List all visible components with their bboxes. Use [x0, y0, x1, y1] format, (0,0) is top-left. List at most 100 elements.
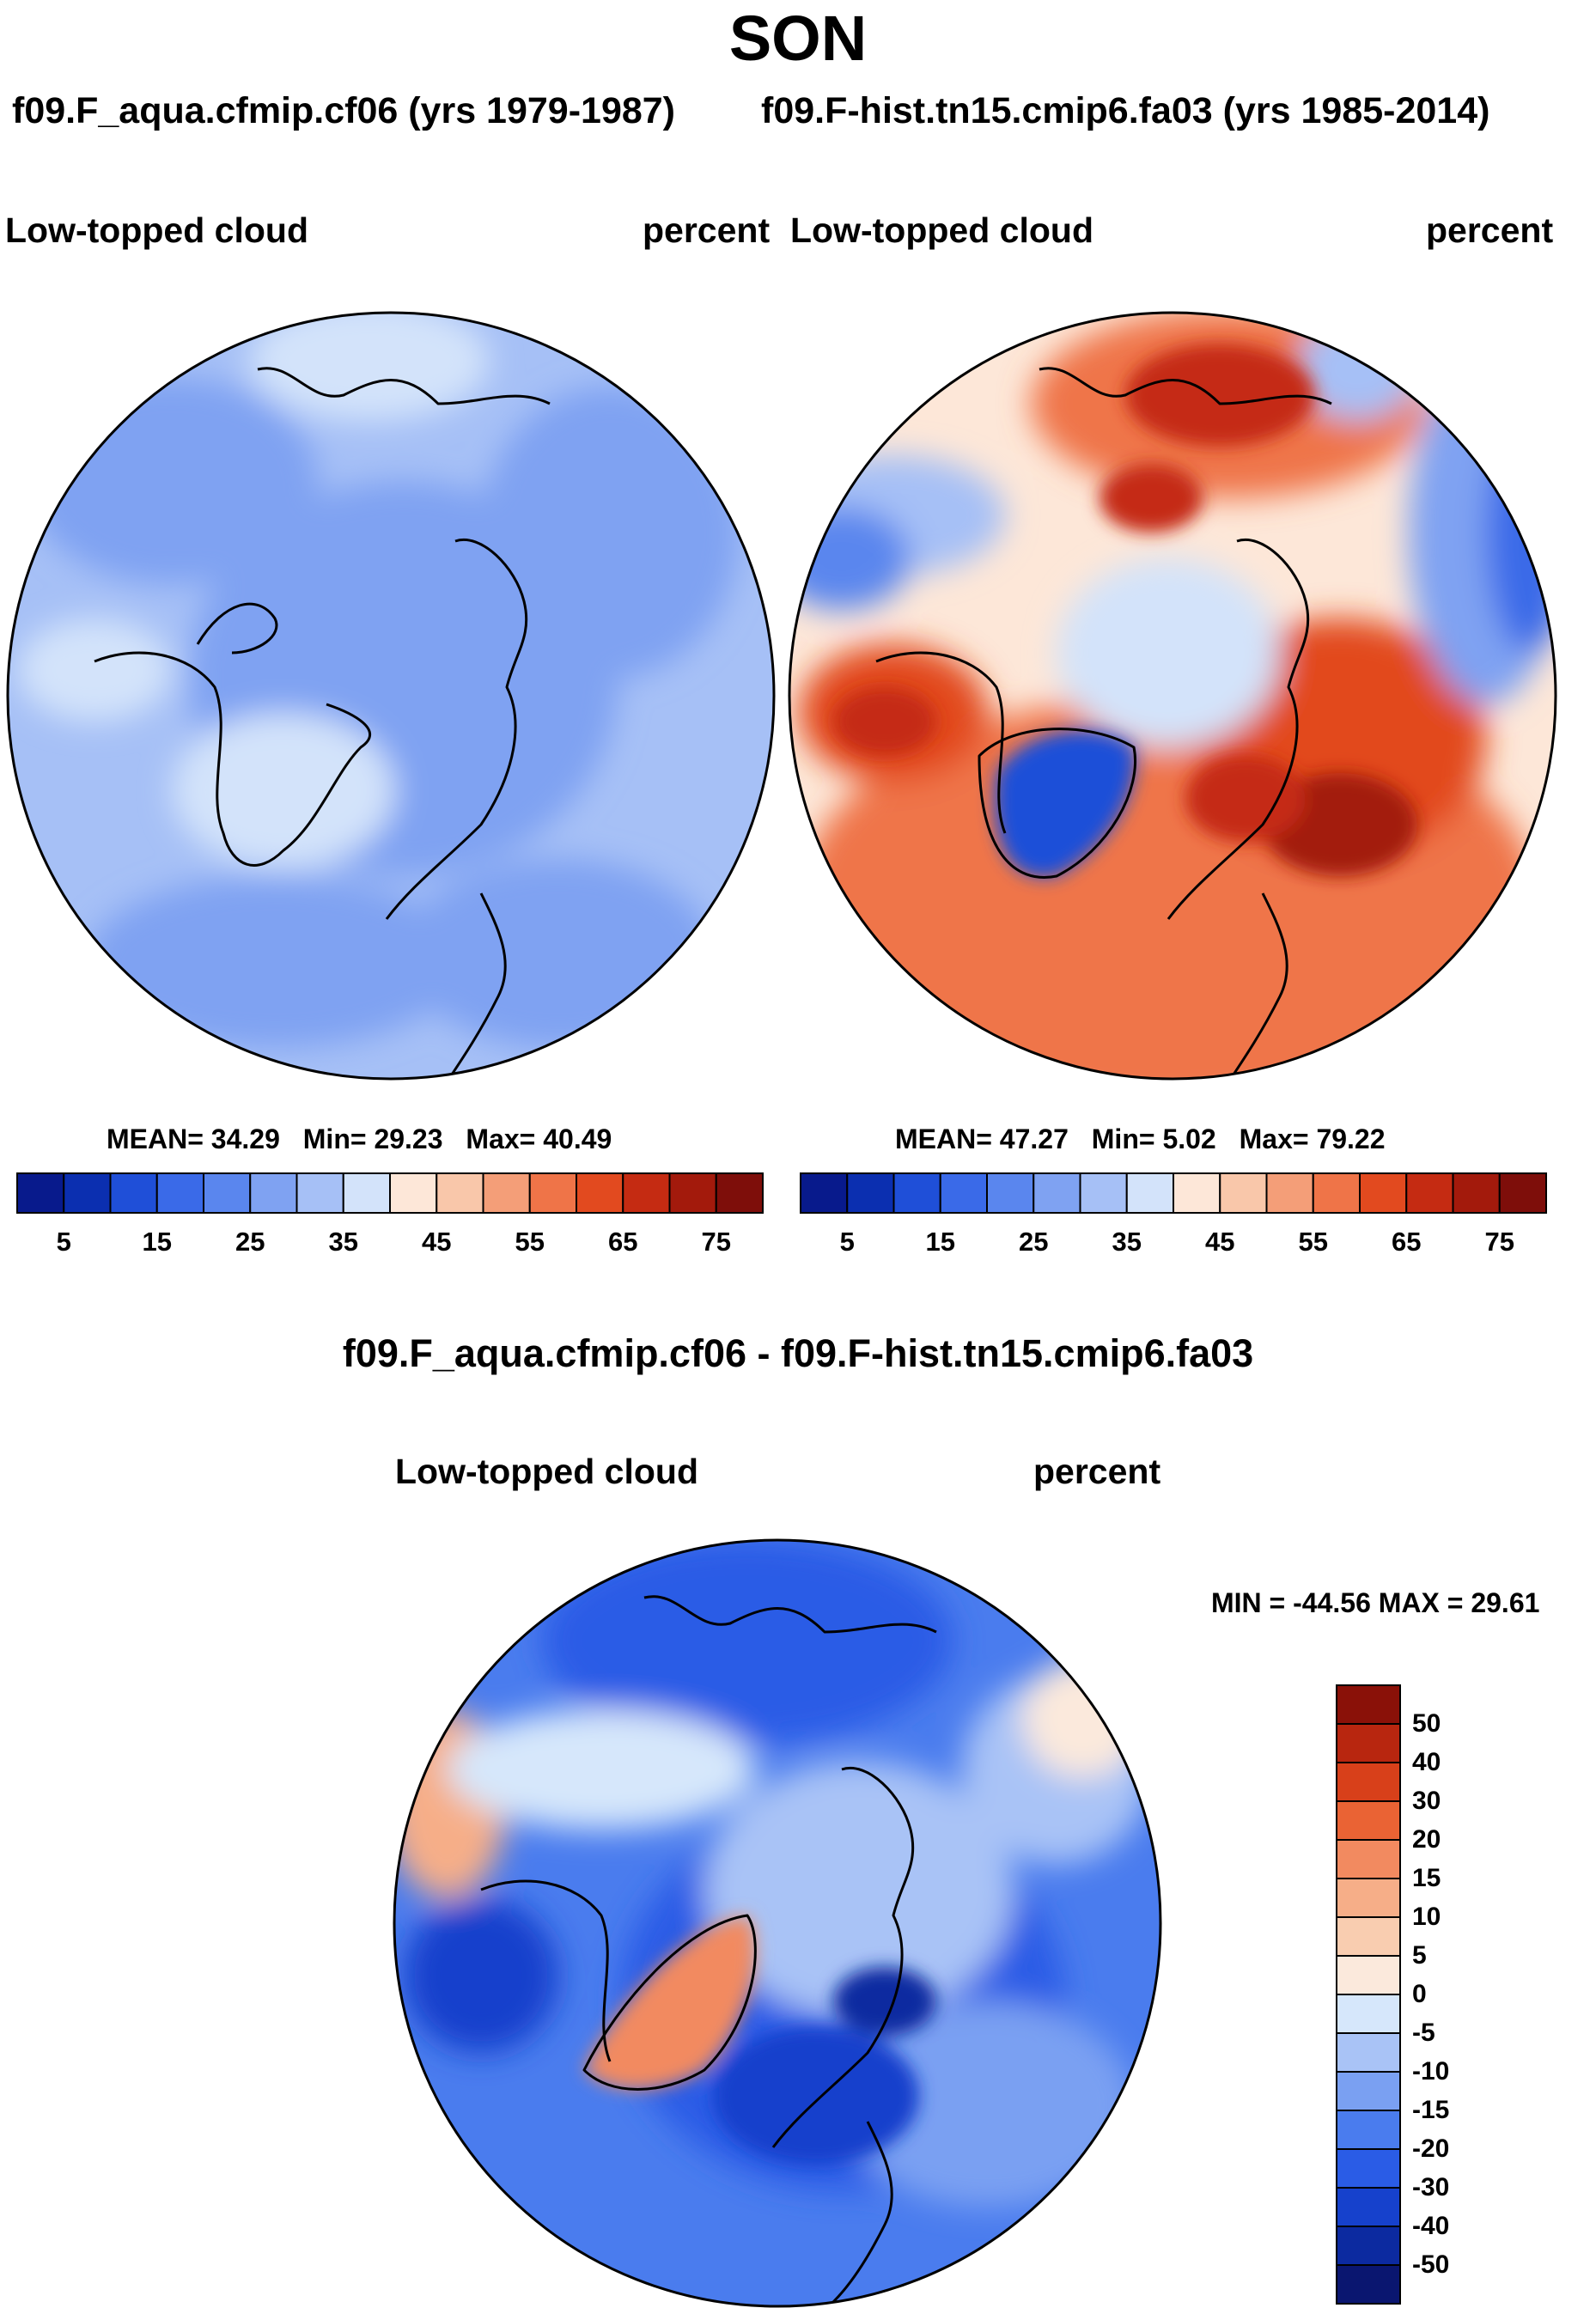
diff-colorbar-swatch	[1336, 2226, 1401, 2266]
diff-colorbar-swatch	[1336, 1916, 1401, 1957]
diff-colorbar-swatch	[1336, 1723, 1401, 1763]
diff-colorbar-swatch	[1336, 2071, 1401, 2111]
left-colorbar-swatch	[715, 1172, 764, 1214]
right-variable-label: Low-topped cloud	[790, 210, 1093, 250]
right-colorbar	[800, 1172, 1547, 1214]
right-colorbar-tick-label: 55	[1298, 1227, 1328, 1257]
left-mean-label: MEAN=	[107, 1124, 204, 1154]
left-min-label: Min=	[302, 1124, 367, 1154]
left-colorbar-tick-label: 75	[701, 1227, 731, 1257]
left-colorbar-swatch	[622, 1172, 671, 1214]
diff-colorbar-tick-label: -5	[1412, 2019, 1435, 2047]
left-colorbar-swatch	[482, 1172, 531, 1214]
right-map	[789, 313, 1556, 1079]
left-colorbar-swatch	[16, 1172, 65, 1214]
diff-colorbar-tick-label: 15	[1412, 1864, 1441, 1892]
left-colorbar-swatch	[668, 1172, 717, 1214]
right-colorbar-swatch	[1219, 1172, 1268, 1214]
left-min-value: 29.23	[374, 1124, 443, 1154]
left-map	[8, 313, 774, 1079]
right-colorbar-swatch	[986, 1172, 1035, 1214]
right-colorbar-tick-label: 35	[1112, 1227, 1142, 1257]
left-colorbar-swatch	[528, 1172, 577, 1214]
right-colorbar-tick-label: 45	[1205, 1227, 1235, 1257]
left-colorbar	[16, 1172, 764, 1214]
diff-colorbar-swatch	[1336, 1955, 1401, 1995]
diff-colorbar-tick-label: 10	[1412, 1903, 1441, 1931]
left-colorbar-swatch	[295, 1172, 344, 1214]
diff-variable-label: Low-topped cloud	[395, 1452, 698, 1491]
right-colorbar-swatch	[846, 1172, 895, 1214]
right-colorbar-swatch	[1405, 1172, 1454, 1214]
right-colorbar-tick-label: 5	[839, 1227, 855, 1257]
diff-colorbar-tick-label: -50	[1412, 2250, 1450, 2279]
right-colorbar-swatch	[1079, 1172, 1128, 1214]
right-colorbar-tick-label: 25	[1019, 1227, 1049, 1257]
left-mean-value: 34.29	[210, 1124, 280, 1154]
left-colorbar-swatch	[203, 1172, 252, 1214]
left-colorbar-swatch	[436, 1172, 484, 1214]
left-colorbar-swatch	[63, 1172, 112, 1214]
diff-colorbar-swatch	[1336, 1878, 1401, 1918]
right-colorbar-swatch	[939, 1172, 988, 1214]
diff-colorbar-swatch	[1336, 1762, 1401, 1802]
diff-colorbar-swatch	[1336, 1684, 1401, 1725]
diff-colorbar-swatch	[1336, 2187, 1401, 2227]
left-stats: MEAN= 34.29 Min= 29.23 Max= 40.49	[107, 1125, 612, 1153]
left-colorbar-swatch	[576, 1172, 624, 1214]
left-colorbar-tick-label: 65	[608, 1227, 638, 1257]
left-colorbar-tick-label: 55	[515, 1227, 545, 1257]
left-colorbar-swatch	[342, 1172, 391, 1214]
right-map-border	[788, 311, 1557, 1081]
diff-colorbar-tick-label: -15	[1412, 2096, 1450, 2124]
left-colorbar-swatch	[109, 1172, 158, 1214]
right-units-label: percent	[1426, 210, 1554, 250]
left-colorbar-tick-label: 15	[142, 1227, 172, 1257]
right-colorbar-swatch	[892, 1172, 941, 1214]
right-colorbar-swatch	[1173, 1172, 1221, 1214]
right-colorbar-tick-label: 15	[925, 1227, 955, 1257]
right-colorbar-swatch	[1498, 1172, 1547, 1214]
diff-units-label: percent	[1033, 1452, 1161, 1491]
right-colorbar-tick-label: 75	[1484, 1227, 1514, 1257]
diff-colorbar-tick-label: -40	[1412, 2212, 1450, 2240]
diff-colorbar-swatch	[1336, 2148, 1401, 2189]
figure-title: SON	[728, 3, 868, 74]
right-colorbar-swatch	[1033, 1172, 1081, 1214]
left-max-value: 40.49	[543, 1124, 612, 1154]
right-max-label: Max=	[1239, 1124, 1309, 1154]
left-colorbar-swatch	[249, 1172, 298, 1214]
diff-colorbar-tick-label: 20	[1412, 1825, 1441, 1854]
diff-map	[394, 1540, 1160, 2306]
diff-title: f09.F_aqua.cfmip.cf06 - f09.F-hist.tn15.…	[342, 1331, 1254, 1375]
right-run-title: f09.F-hist.tn15.cmip6.fa03 (yrs 1985-201…	[761, 90, 1490, 131]
right-max-value: 79.22	[1316, 1124, 1386, 1154]
diff-colorbar-swatch	[1336, 1839, 1401, 1879]
right-mean-value: 47.27	[999, 1124, 1069, 1154]
diff-colorbar-tick-label: 40	[1412, 1748, 1441, 1776]
left-colorbar-swatch	[389, 1172, 438, 1214]
left-max-label: Max=	[466, 1124, 536, 1154]
diff-colorbar-swatch	[1336, 2110, 1401, 2150]
left-run-title: f09.F_aqua.cfmip.cf06 (yrs 1979-1987)	[12, 90, 676, 131]
diff-colorbar-tick-label: 30	[1412, 1787, 1441, 1815]
right-colorbar-swatch	[1125, 1172, 1174, 1214]
right-min-value: 5.02	[1162, 1124, 1216, 1154]
left-colorbar-tick-label: 45	[422, 1227, 452, 1257]
diff-colorbar	[1336, 1684, 1401, 2305]
diff-map-border	[393, 1538, 1162, 2308]
diff-colorbar-tick-label: 0	[1412, 1980, 1427, 2008]
diff-colorbar-tick-label: 50	[1412, 1709, 1441, 1738]
right-colorbar-swatch	[1312, 1172, 1361, 1214]
diff-colorbar-swatch	[1336, 2032, 1401, 2073]
left-colorbar-swatch	[155, 1172, 204, 1214]
diff-colorbar-tick-label: 5	[1412, 1941, 1427, 1970]
left-colorbar-tick-label: 25	[235, 1227, 265, 1257]
diff-colorbar-swatch	[1336, 1994, 1401, 2034]
diff-colorbar-swatch	[1336, 1800, 1401, 1841]
right-colorbar-tick-label: 65	[1392, 1227, 1422, 1257]
left-map-border	[6, 311, 776, 1081]
left-colorbar-tick-label: 5	[56, 1227, 71, 1257]
left-variable-label: Low-topped cloud	[5, 210, 308, 250]
